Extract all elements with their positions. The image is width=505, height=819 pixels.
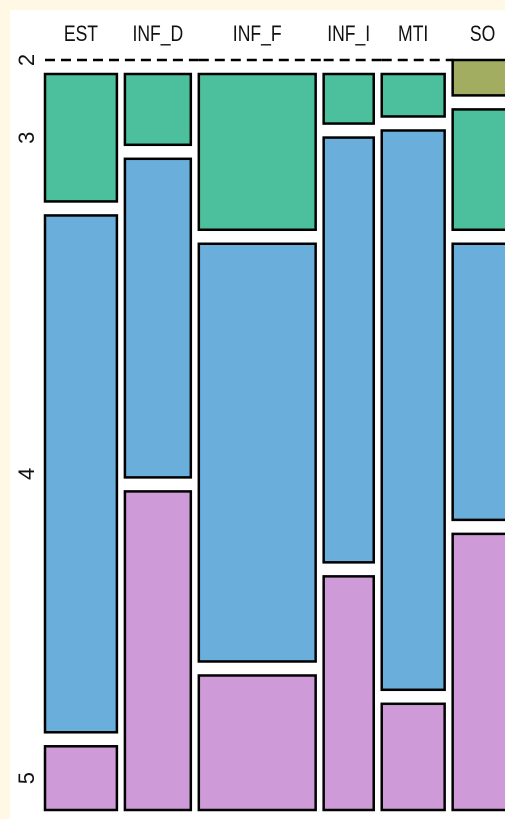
row-label: 2 [14,54,39,66]
column-label: MTI [398,22,428,46]
tile [451,532,505,812]
tile [197,72,317,232]
column-label: SO [470,22,495,46]
column-label: INF_D [132,22,183,46]
row-label: 4 [14,468,39,480]
tile [43,214,119,734]
tile [322,575,375,812]
tile [322,136,375,564]
tile [380,129,446,692]
row-label: 5 [14,772,39,784]
tile [197,674,317,812]
tile [451,58,505,97]
tile [322,72,375,125]
tile [123,490,193,812]
column-label: EST [64,22,98,46]
row-label: 3 [14,132,39,144]
column-label: INF_F [233,22,282,46]
tile [197,242,317,663]
tile [123,157,193,479]
tile [451,242,505,522]
tile [43,745,119,812]
tile [43,72,119,203]
column-label: INF_I [327,22,370,46]
tile [380,72,446,118]
tile [123,72,193,147]
tile [451,108,505,232]
tile [380,702,446,812]
